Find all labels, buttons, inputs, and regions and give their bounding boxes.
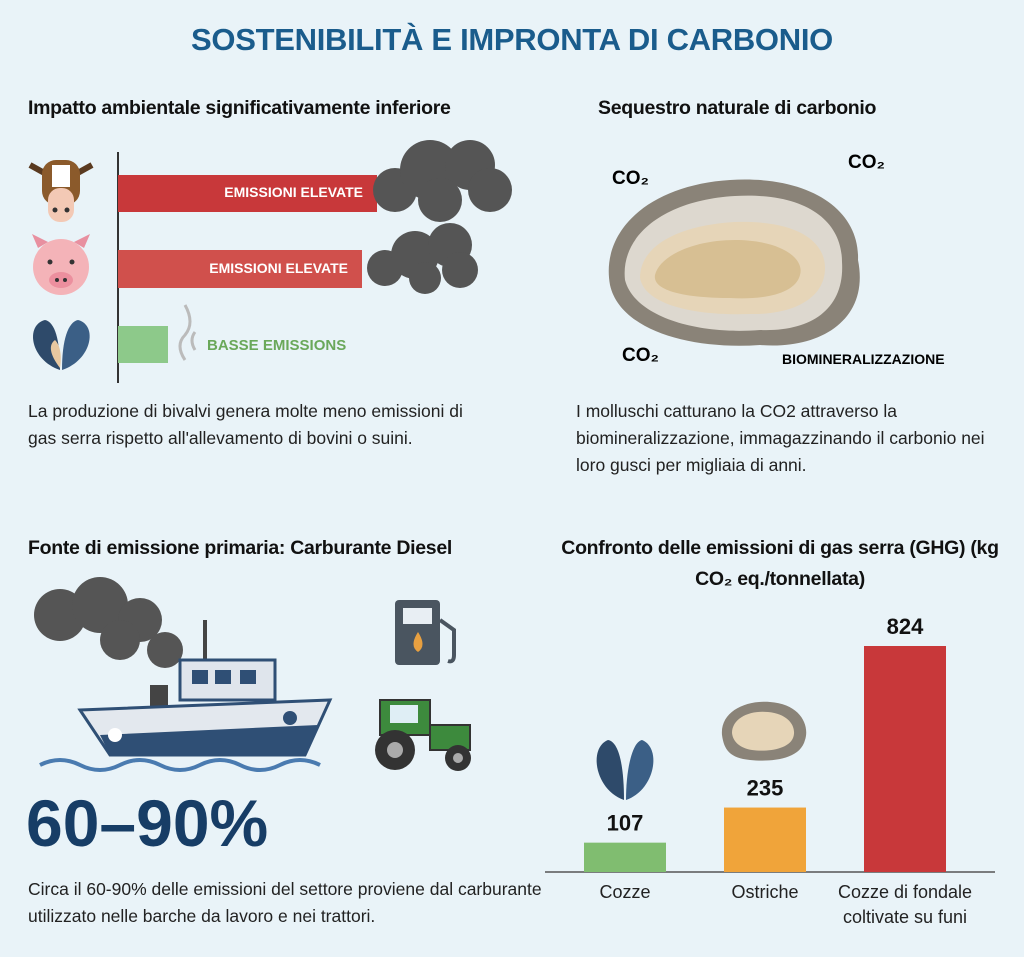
x-tick-label: Cozze di fondale coltivate su funi (837, 882, 973, 927)
steam (178, 304, 197, 361)
mussel-icon (596, 740, 654, 800)
section-heading: Fonte di emissione primaria: Carburante … (28, 537, 452, 559)
section-heading: Impatto ambientale significativamente in… (28, 97, 451, 119)
bar (584, 842, 666, 872)
value-label: 235 (747, 776, 784, 801)
smoke-cloud (367, 140, 512, 294)
page-title: SOSTENIBILITÀ E IMPRONTA DI CARBONIO (191, 22, 833, 57)
section-text: I molluschi catturano la CO2 attraverso … (576, 401, 985, 475)
value-label: 107 (607, 811, 644, 836)
tractor-icon (375, 699, 471, 771)
low-bar (118, 326, 168, 363)
bar-label: EMISSIONI ELEVATE (224, 184, 363, 200)
oyster-illustration (608, 179, 860, 346)
section-heading: Sequestro naturale di carbonio (598, 97, 877, 119)
high-bar (118, 250, 362, 288)
mussel-icon (33, 320, 90, 370)
bar (724, 807, 806, 872)
bar (864, 646, 946, 872)
value-label: 824 (887, 614, 924, 639)
co2-label: CO₂ (612, 168, 649, 189)
big-figure: 60–90% (26, 786, 269, 860)
bar-label: EMISSIONI ELEVATE (209, 260, 348, 276)
chart-title: Confronto delle emissioni di gas serra (… (561, 537, 999, 590)
co2-label: CO₂ (848, 152, 885, 173)
co2-label: CO₂ (622, 345, 659, 366)
high-bar (118, 175, 377, 212)
section-text: La produzione di bivalvi genera molte me… (28, 401, 463, 448)
x-tick-label: Ostriche (731, 882, 799, 902)
oyster-icon (721, 701, 807, 761)
section-text: Circa il 60-90% delle emissioni del sett… (28, 879, 542, 926)
cow-icon (28, 160, 94, 222)
fuel-pump-icon (395, 600, 456, 665)
annotation: BIOMINERALIZZAZIONE (782, 351, 945, 367)
boat-illustration (34, 577, 333, 772)
x-tick-label: Cozze (599, 882, 651, 902)
bar-label: BASSE EMISSIONS (207, 337, 347, 354)
pig-icon (32, 234, 90, 295)
